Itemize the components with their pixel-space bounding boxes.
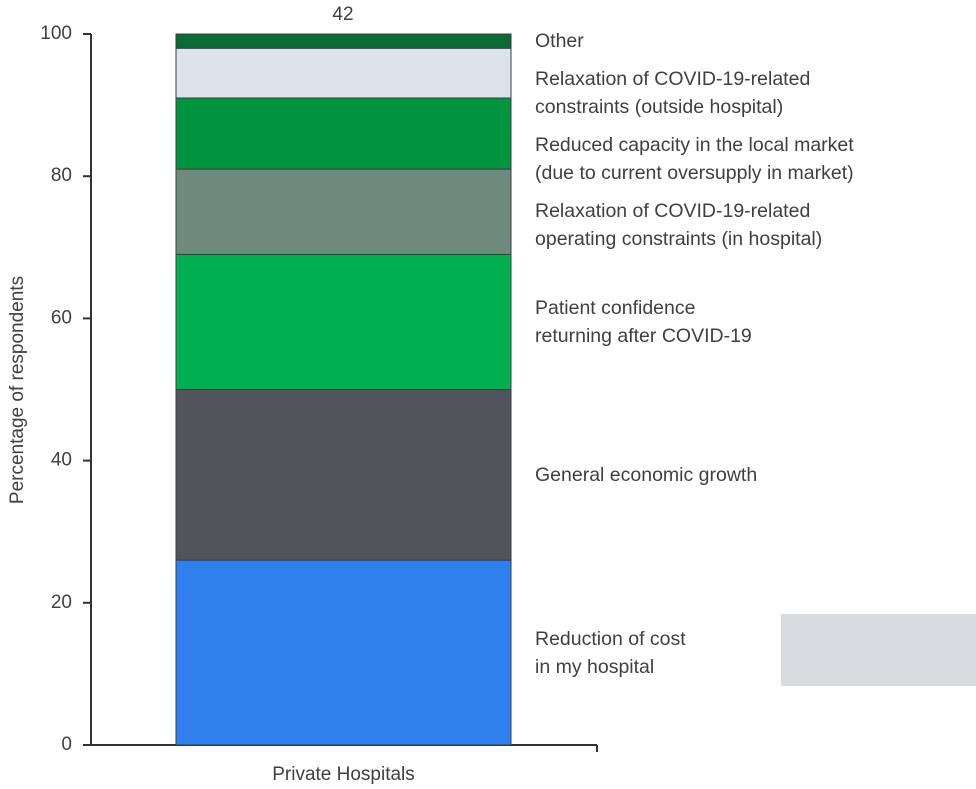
y-tick-label: 40: [51, 450, 72, 471]
y-tick-label: 0: [61, 734, 72, 755]
bar-segment: [175, 253, 512, 390]
legend-label: Patient confidence returning after COVID…: [535, 296, 752, 347]
legend-label: Other: [535, 30, 584, 53]
bar-segment: [175, 47, 512, 99]
redaction-box: [781, 614, 976, 686]
bar-segment: [175, 97, 512, 170]
legend-label: Relaxation of COVID-19-related operating…: [535, 200, 823, 251]
legend-label: General economic growth: [535, 463, 758, 486]
y-axis-label: Percentage of respondents: [7, 276, 28, 504]
bar-segment: [175, 559, 512, 746]
y-tick-label: 60: [51, 307, 72, 328]
legend-label: Reduced capacity in the local market (du…: [535, 134, 854, 185]
y-tick-label: 20: [51, 592, 72, 613]
legend-label: Reduction of cost in my hospital: [535, 627, 686, 678]
x-tick-label: Private Hospitals: [272, 764, 415, 785]
bar-segment: [175, 389, 512, 561]
bar-segment: [175, 168, 512, 255]
bar-segment: [175, 33, 512, 49]
annotation: 42: [332, 4, 353, 25]
legend-label: Relaxation of COVID-19-related constrain…: [535, 68, 811, 119]
y-tick-label: 80: [51, 165, 72, 186]
y-tick-label: 100: [40, 23, 72, 44]
